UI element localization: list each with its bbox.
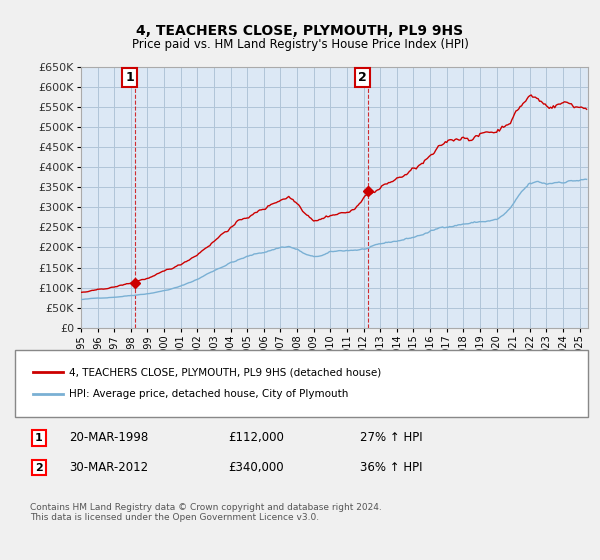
Text: 2: 2 [358, 71, 367, 84]
Text: £112,000: £112,000 [228, 431, 284, 445]
Text: HPI: Average price, detached house, City of Plymouth: HPI: Average price, detached house, City… [69, 389, 349, 399]
Text: Price paid vs. HM Land Registry's House Price Index (HPI): Price paid vs. HM Land Registry's House … [131, 38, 469, 52]
Text: £340,000: £340,000 [228, 461, 284, 474]
Text: 4, TEACHERS CLOSE, PLYMOUTH, PL9 9HS: 4, TEACHERS CLOSE, PLYMOUTH, PL9 9HS [136, 24, 464, 38]
Text: 1: 1 [125, 71, 134, 84]
Text: 27% ↑ HPI: 27% ↑ HPI [360, 431, 422, 445]
Text: Contains HM Land Registry data © Crown copyright and database right 2024.
This d: Contains HM Land Registry data © Crown c… [30, 502, 382, 522]
Text: 2: 2 [35, 463, 43, 473]
Text: 30-MAR-2012: 30-MAR-2012 [69, 461, 148, 474]
Text: 1: 1 [35, 433, 43, 443]
Text: 36% ↑ HPI: 36% ↑ HPI [360, 461, 422, 474]
Text: 20-MAR-1998: 20-MAR-1998 [69, 431, 148, 445]
Text: 4, TEACHERS CLOSE, PLYMOUTH, PL9 9HS (detached house): 4, TEACHERS CLOSE, PLYMOUTH, PL9 9HS (de… [69, 367, 381, 377]
